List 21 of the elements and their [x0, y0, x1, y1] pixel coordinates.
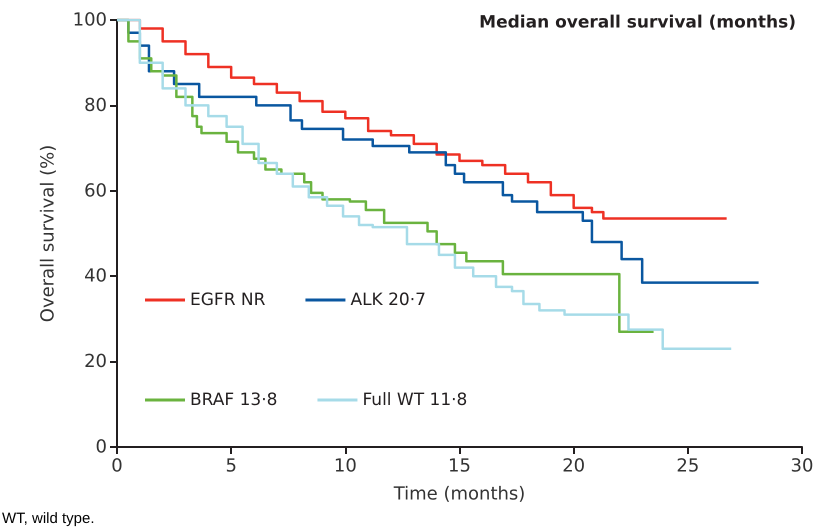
x-tick-label: 10: [334, 456, 357, 476]
legend-label: Full WT 11·8: [362, 390, 468, 410]
x-tick-label: 15: [448, 456, 471, 476]
legend-label: BRAF 13·8: [190, 390, 278, 410]
legend-label: ALK 20·7: [350, 290, 426, 310]
y-tick-label: 60: [84, 180, 107, 202]
x-tick-label: 20: [562, 456, 586, 476]
legend-label: EGFR NR: [190, 290, 266, 310]
y-tick-label: 100: [72, 10, 107, 30]
x-tick-label: 0: [111, 456, 123, 476]
text: WT, wild type.: [2, 510, 95, 527]
y-tick-label: 20: [84, 351, 107, 372]
x-tick-label: 25: [676, 456, 700, 476]
y-axis-title: Overall survival (%): [38, 144, 58, 322]
x-axis-title: Time (months): [392, 484, 526, 504]
y-tick-label: 40: [84, 266, 107, 287]
x-tick-label: 30: [790, 456, 814, 476]
y-tick-label: 0: [96, 436, 107, 458]
y-tick-label: 80: [84, 94, 107, 116]
x-tick-label: 5: [225, 456, 237, 476]
legend-title: Median overall survival (months): [479, 12, 796, 32]
